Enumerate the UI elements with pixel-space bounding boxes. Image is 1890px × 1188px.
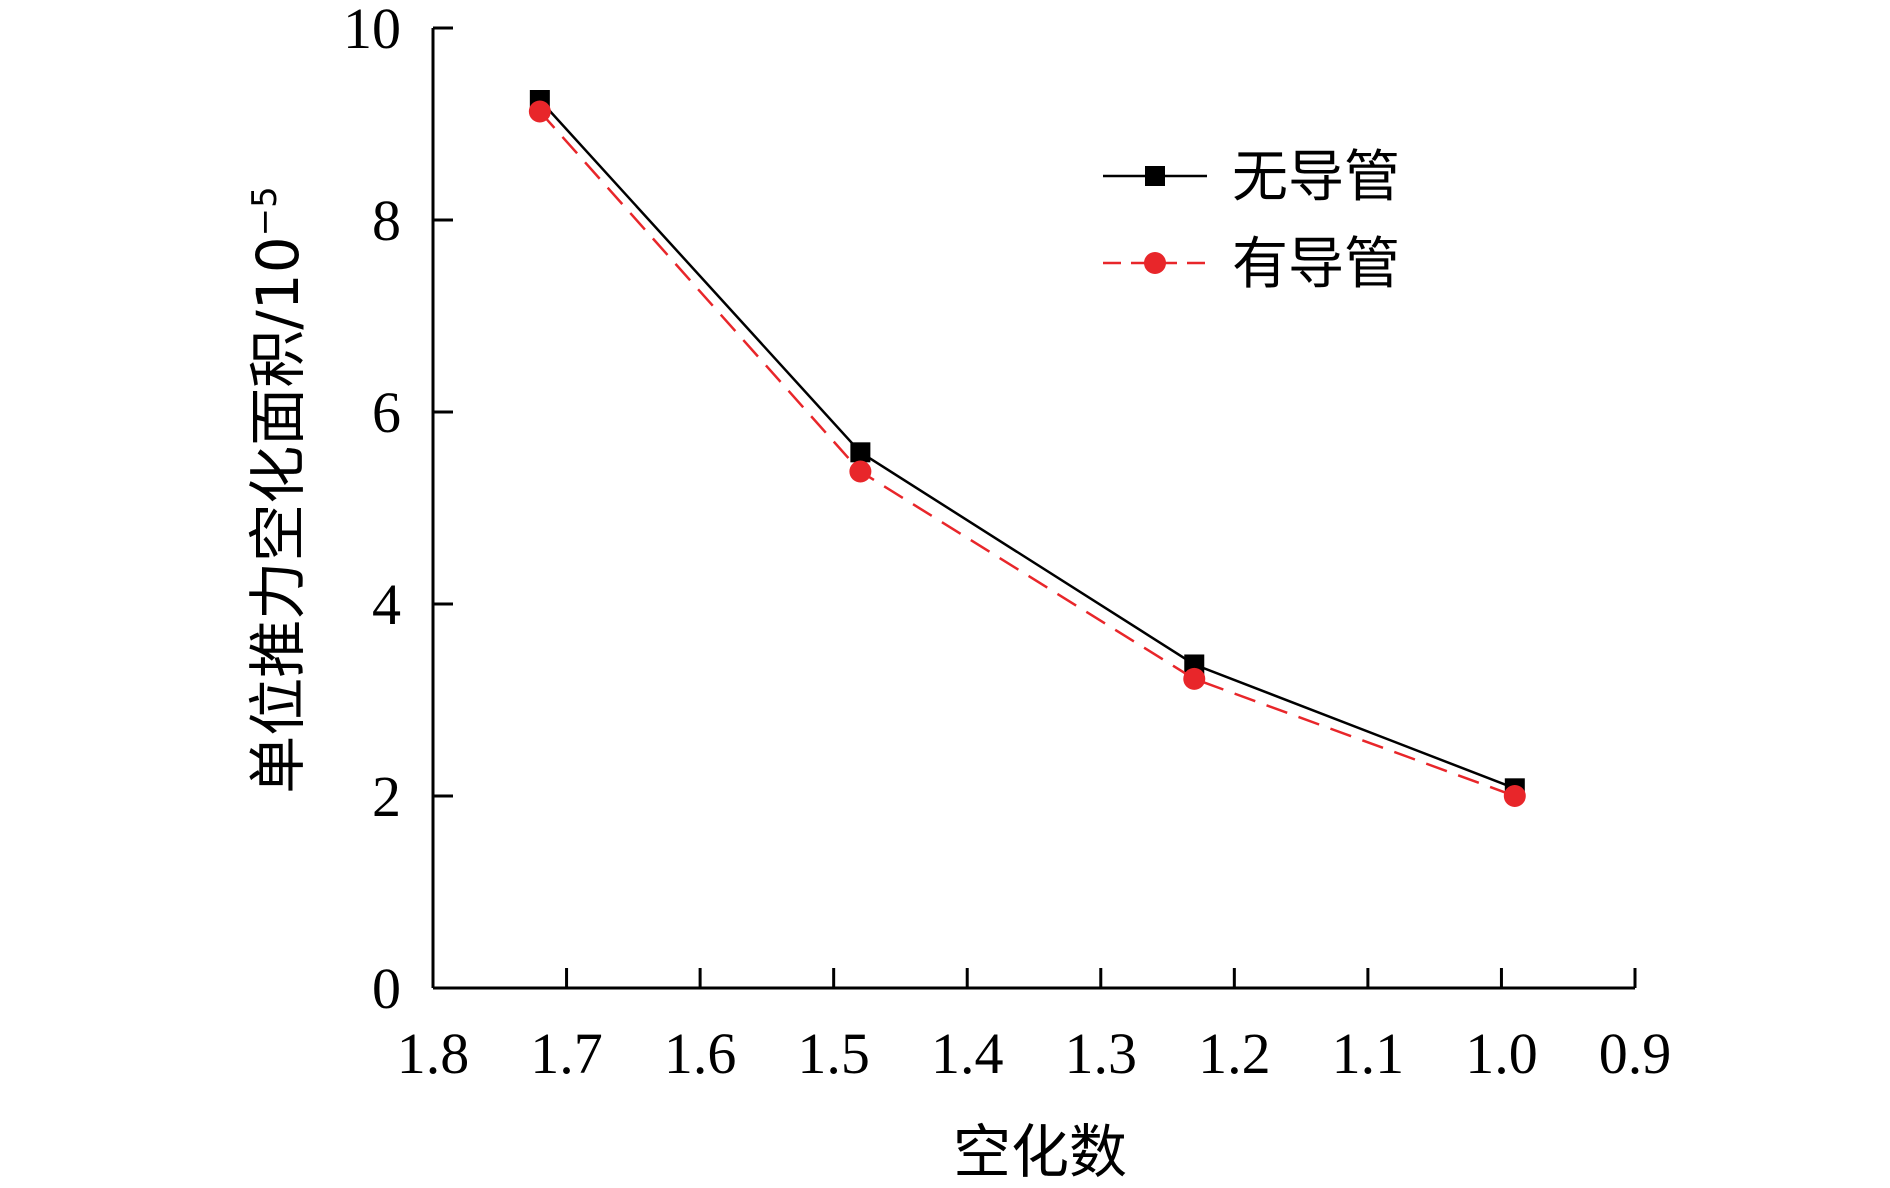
x-axis-ticks: 1.8 1.7 1.6 1.5 1.4 1.3 1.2 1.1 1.0 0.9 [397, 968, 1672, 1086]
svg-text:单位推力空化面积/10−5: 单位推力空化面积/10−5 [244, 186, 312, 793]
y-tick-label: 0 [372, 956, 401, 1021]
y-tick-label: 6 [372, 380, 401, 445]
x-tick-label: 0.9 [1599, 1021, 1672, 1086]
data-point-square [850, 442, 871, 463]
y-axis-title: 单位推力空化面积/10−5 [244, 186, 312, 793]
axes [431, 28, 1635, 990]
x-tick-label: 1.5 [797, 1021, 870, 1086]
y-axis-ticks: 0 2 4 6 8 10 [343, 0, 453, 1021]
legend-marker-circle [1144, 252, 1166, 274]
x-tick-label: 1.1 [1332, 1021, 1405, 1086]
data-point-circle [849, 460, 872, 483]
y-axis-title-text: 单位推力空化面积/10 [244, 236, 312, 793]
series-line-1 [538, 99, 1516, 790]
legend-marker-square [1145, 166, 1165, 186]
x-tick-label: 1.2 [1198, 1021, 1271, 1086]
x-tick-label: 1.6 [664, 1021, 737, 1086]
legend-label-1: 无导管 [1232, 145, 1400, 210]
x-tick-label: 1.0 [1465, 1021, 1538, 1086]
series-layer [528, 90, 1526, 807]
legend-label-2: 有导管 [1232, 232, 1400, 297]
data-point-circle [1503, 785, 1526, 807]
series-line-2 [538, 110, 1516, 798]
x-tick-label: 1.3 [1065, 1021, 1138, 1086]
y-tick-label: 10 [343, 0, 401, 61]
data-point-circle [528, 100, 551, 123]
x-tick-label: 1.4 [931, 1021, 1004, 1086]
y-tick-label: 4 [372, 572, 401, 637]
y-tick-label: 8 [372, 188, 401, 253]
x-tick-label: 1.8 [397, 1021, 470, 1086]
y-tick-label: 2 [372, 764, 401, 829]
x-tick-label: 1.7 [530, 1021, 603, 1086]
x-axis-title: 空化数 [953, 1118, 1127, 1186]
y-axis-title-exponent: −5 [245, 186, 285, 236]
data-point-circle [1183, 667, 1206, 690]
